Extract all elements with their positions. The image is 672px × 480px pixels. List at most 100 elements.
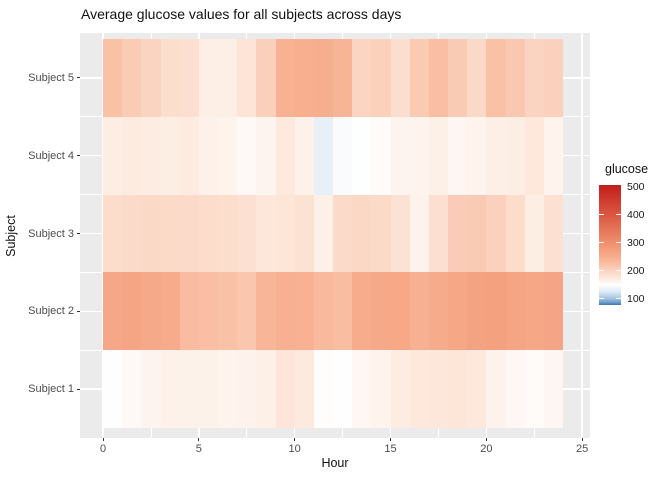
heatmap-panel xyxy=(80,33,590,438)
heatmap-tile xyxy=(524,116,545,195)
legend-tick-label: 100 xyxy=(627,292,645,305)
heatmap-tile xyxy=(179,116,200,195)
heatmap-tile xyxy=(505,272,526,351)
heatmap-tile xyxy=(275,39,296,118)
x-axis-tick-label: 10 xyxy=(288,443,301,455)
heatmap-tile xyxy=(486,116,506,195)
x-axis-tick-label: 0 xyxy=(99,443,107,455)
heatmap-tile xyxy=(409,272,430,351)
heatmap-tile xyxy=(218,350,238,429)
heatmap-tile xyxy=(122,194,142,273)
heatmap-tile xyxy=(371,272,391,351)
heatmap-tile xyxy=(486,350,506,429)
heatmap-tile xyxy=(409,194,430,273)
heatmap-tile xyxy=(448,39,468,118)
heatmap-tile xyxy=(122,39,142,118)
legend-tick-mark xyxy=(616,242,621,244)
y-axis-title: Subject xyxy=(4,215,18,257)
heatmap-tile xyxy=(218,272,238,351)
heatmap-tile xyxy=(256,194,276,273)
heatmap-tile xyxy=(122,272,142,351)
heatmap-tile xyxy=(505,194,526,273)
heatmap-tile xyxy=(352,116,372,195)
heatmap-tile xyxy=(390,350,411,429)
heatmap-tile xyxy=(467,272,487,351)
heatmap-tile xyxy=(333,194,353,273)
x-axis-tick-label: 15 xyxy=(384,443,397,455)
heatmap-tile xyxy=(448,194,468,273)
x-axis-tick-label: 20 xyxy=(480,443,493,455)
heatmap-tile xyxy=(409,39,430,118)
heatmap-tile xyxy=(371,116,391,195)
heatmap-tile xyxy=(333,272,353,351)
heatmap-tile xyxy=(313,194,334,273)
heatmap-tile xyxy=(294,116,315,195)
heatmap-tile xyxy=(122,350,142,429)
heatmap-tile xyxy=(428,194,449,273)
x-axis-tick xyxy=(581,438,583,441)
legend-tick-mark xyxy=(599,242,604,244)
legend-tick-label: 200 xyxy=(627,264,645,277)
heatmap-tile xyxy=(524,194,545,273)
heatmap-tile xyxy=(428,116,449,195)
heatmap-tile xyxy=(352,194,372,273)
legend-title: glucose xyxy=(605,162,649,176)
heatmap-tile xyxy=(313,350,334,429)
heatmap-tile xyxy=(524,272,545,351)
heatmap-tile xyxy=(486,39,506,118)
heatmap-tile xyxy=(237,272,257,351)
heatmap-tile xyxy=(371,350,391,429)
heatmap-tile xyxy=(141,39,161,118)
y-axis-tick-label: Subject 1 xyxy=(28,383,74,396)
x-axis-tick xyxy=(198,438,200,441)
y-axis-tick-label: Subject 5 xyxy=(28,71,74,84)
heatmap-tile xyxy=(428,350,449,429)
heatmap-tile xyxy=(448,116,468,195)
x-axis-title: Hour xyxy=(321,456,349,470)
heatmap-tile xyxy=(428,272,449,351)
heatmap-tile xyxy=(256,39,276,118)
heatmap-tile xyxy=(218,116,238,195)
legend-tick-mark xyxy=(616,298,621,300)
heatmap-tile xyxy=(313,39,334,118)
x-axis-tick xyxy=(294,438,296,441)
heatmap-tile xyxy=(333,350,353,429)
major-gridline-vertical xyxy=(581,33,583,438)
heatmap-tile xyxy=(448,272,468,351)
heatmap-tile xyxy=(524,350,545,429)
heatmap-tile xyxy=(333,39,353,118)
y-axis-tick-label: Subject 4 xyxy=(28,149,74,162)
y-axis-tick-label: Subject 3 xyxy=(28,227,74,240)
y-axis-tick-label: Subject 2 xyxy=(28,305,74,318)
legend-tick-label: 400 xyxy=(627,208,645,221)
heatmap-tile xyxy=(371,39,391,118)
heatmap-tile xyxy=(467,350,487,429)
heatmap-tile xyxy=(409,116,430,195)
heatmap-tile xyxy=(543,350,564,429)
legend-colorbar xyxy=(599,185,621,305)
y-axis-tick xyxy=(77,310,80,312)
heatmap-tile xyxy=(160,194,181,273)
heatmap-tile xyxy=(237,194,257,273)
heatmap-tile xyxy=(179,194,200,273)
heatmap-tile xyxy=(352,39,372,118)
heatmap-tile xyxy=(198,39,219,118)
x-axis-tick-label: 5 xyxy=(195,443,202,455)
heatmap-tile xyxy=(141,116,161,195)
heatmap-tile xyxy=(333,116,353,195)
heatmap-tile xyxy=(352,350,372,429)
heatmap-tile xyxy=(543,39,564,118)
legend: glucose 500 400 300 200 100 xyxy=(596,160,672,320)
heatmap-tiles-layer xyxy=(80,33,590,438)
heatmap-tile xyxy=(543,116,564,195)
heatmap-tile xyxy=(390,39,411,118)
legend-tick-label: 300 xyxy=(627,236,645,249)
heatmap-tile xyxy=(198,194,219,273)
heatmap-tile xyxy=(371,194,391,273)
heatmap-tile xyxy=(543,194,564,273)
heatmap-tile xyxy=(179,39,200,118)
heatmap-tile xyxy=(294,350,315,429)
heatmap-tile xyxy=(313,116,334,195)
heatmap-tile xyxy=(409,350,430,429)
